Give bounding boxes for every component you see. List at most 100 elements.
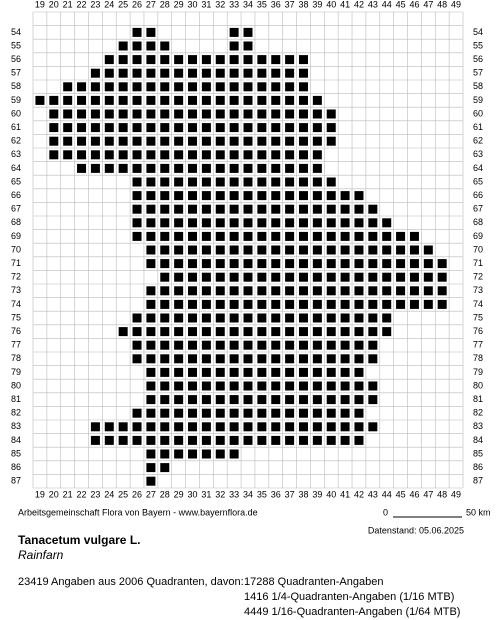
column-label: 35 [257,0,267,9]
occurrence-square [215,123,225,133]
occurrence-square [243,367,253,377]
occurrence-square [257,259,267,269]
occurrence-square [229,245,239,255]
occurrence-square [382,231,392,241]
occurrence-square [409,272,419,282]
occurrence-square [188,191,198,201]
occurrence-square [257,272,267,282]
occurrence-square [160,408,170,418]
occurrence-square [201,422,211,432]
occurrence-square [382,286,392,296]
stats-summary: 23419 Angaben aus 2006 Quadranten, davon… [18,576,244,588]
occurrence-square [368,272,378,282]
occurrence-square [229,82,239,92]
occurrence-square [354,327,364,337]
occurrence-square [118,150,128,160]
occurrence-square [409,286,419,296]
occurrence-square [368,395,378,405]
occurrence-square [312,136,322,146]
occurrence-square [104,150,114,160]
occurrence-square [215,381,225,391]
occurrence-square [188,136,198,146]
occurrence-square [354,435,364,445]
occurrence-square [229,204,239,214]
row-label: 67 [473,204,483,214]
occurrence-square [257,136,267,146]
occurrence-square [201,95,211,105]
occurrence-square [229,231,239,241]
row-label: 63 [473,149,483,159]
occurrence-square [326,367,336,377]
occurrence-square [326,340,336,350]
occurrence-square [90,422,100,432]
occurrence-square [312,123,322,133]
column-label: 27 [146,0,156,9]
occurrence-square [90,136,100,146]
column-label: 32 [215,0,225,9]
occurrence-square [174,435,184,445]
occurrence-square [271,218,281,228]
occurrence-square [312,435,322,445]
occurrence-square [326,381,336,391]
occurrence-square [271,204,281,214]
column-label: 28 [160,0,170,9]
occurrence-square [118,68,128,78]
row-label: 56 [11,54,21,64]
occurrence-square [340,191,350,201]
occurrence-square [340,435,350,445]
occurrence-square [118,163,128,173]
occurrence-square [271,395,281,405]
occurrence-square [340,313,350,323]
occurrence-square [298,408,308,418]
occurrence-square [63,82,73,92]
occurrence-square [271,422,281,432]
row-label: 85 [473,448,483,458]
occurrence-square [271,55,281,65]
occurrence-square [215,245,225,255]
occurrence-square [396,231,406,241]
occurrence-square [409,259,419,269]
occurrence-square [201,231,211,241]
row-label: 76 [473,326,483,336]
occurrence-square [132,82,142,92]
occurrence-square [298,340,308,350]
column-label: 32 [215,489,225,499]
occurrence-square [382,259,392,269]
scale-start: 0 [383,507,388,517]
row-label: 84 [473,435,483,445]
occurrence-square [298,191,308,201]
occurrence-square [229,299,239,309]
occurrence-square [132,340,142,350]
occurrence-square [271,177,281,187]
occurrence-square [188,449,198,459]
occurrence-square [188,55,198,65]
row-label: 86 [11,462,21,472]
row-label: 76 [11,326,21,336]
occurrence-square [63,150,73,160]
row-label: 59 [473,95,483,105]
occurrence-square [132,55,142,65]
occurrence-square [132,109,142,119]
occurrence-square [257,218,267,228]
occurrence-square [174,327,184,337]
occurrence-square [174,449,184,459]
occurrence-square [354,218,364,228]
occurrence-square [243,163,253,173]
occurrence-square [298,136,308,146]
occurrence-square [243,272,253,282]
occurrence-square [63,95,73,105]
occurrence-square [257,381,267,391]
occurrence-square [257,354,267,364]
occurrence-square [160,218,170,228]
occurrence-square [257,313,267,323]
column-label: 40 [326,489,336,499]
occurrence-square [285,218,295,228]
occurrence-square [285,340,295,350]
occurrence-square [285,408,295,418]
stats-line: 17288 Quadranten-Angaben [244,576,383,588]
row-label: 63 [11,149,21,159]
occurrence-square [160,123,170,133]
occurrence-square [229,109,239,119]
occurrence-square [298,381,308,391]
